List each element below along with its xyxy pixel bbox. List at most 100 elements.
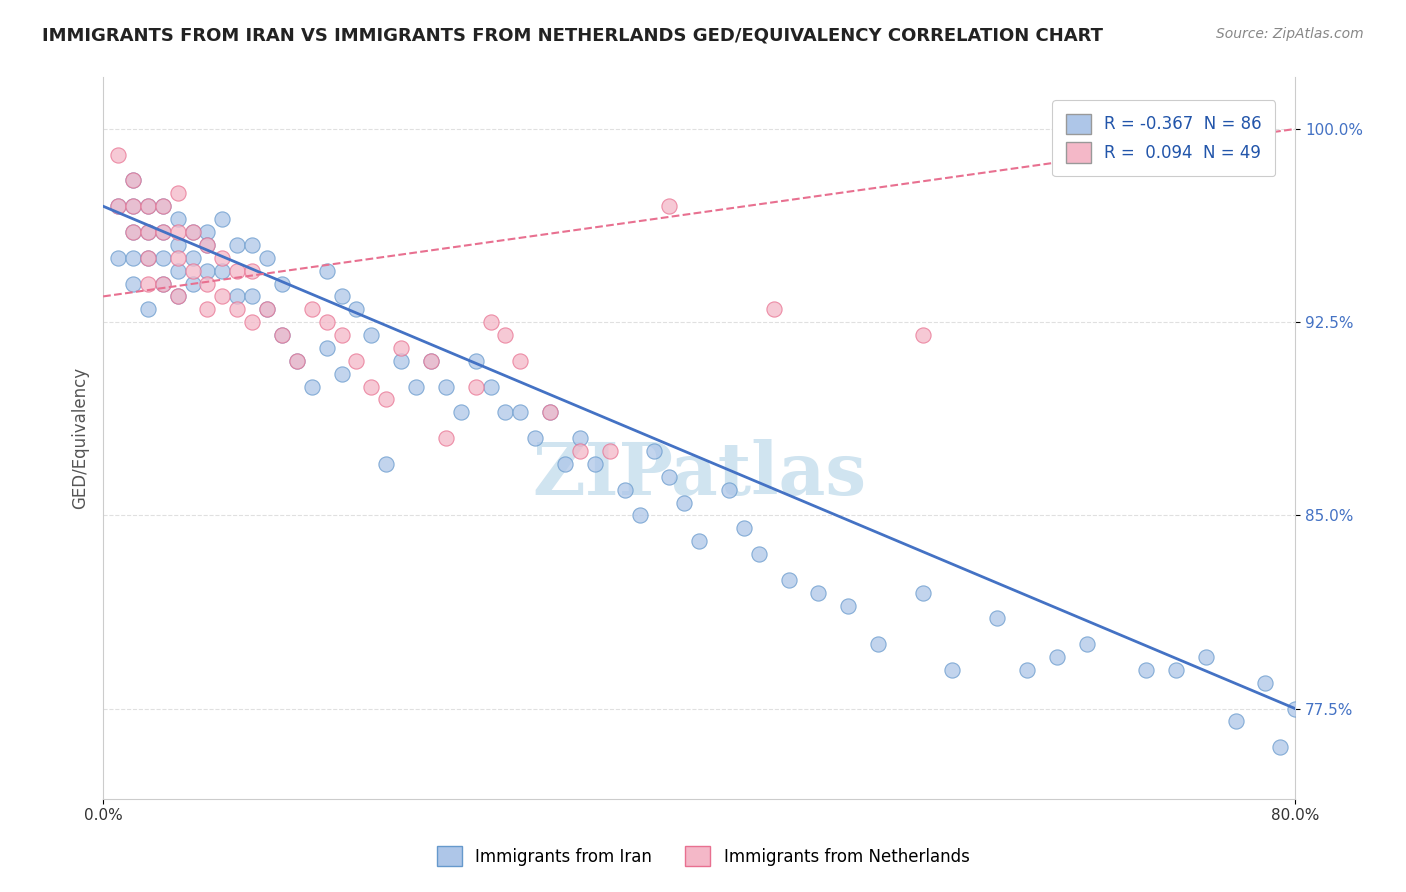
Point [673,495,696,509]
Point [658,469,681,483]
Point [1195,650,1218,665]
Point [197,238,219,252]
Point [240,238,263,252]
Point [271,277,294,291]
Point [494,405,516,419]
Point [346,354,368,368]
Point [136,302,159,317]
Point [226,302,249,317]
Point [733,521,755,535]
Point [166,289,188,303]
Point [136,225,159,239]
Point [389,341,412,355]
Point [419,354,441,368]
Point [136,251,159,265]
Point [479,315,502,329]
Point [152,251,174,265]
Point [211,251,233,265]
Point [509,354,531,368]
Point [389,354,412,368]
Point [464,379,486,393]
Point [152,199,174,213]
Point [524,431,547,445]
Point [1299,727,1322,741]
Point [837,599,859,613]
Point [181,277,204,291]
Point [122,225,145,239]
Point [986,611,1008,625]
Point [479,379,502,393]
Point [762,302,785,317]
Point [599,444,621,458]
Point [226,263,249,277]
Point [197,302,219,317]
Point [643,444,665,458]
Point [315,315,337,329]
Point [941,663,963,677]
Point [375,457,398,471]
Point [1015,663,1038,677]
Point [152,277,174,291]
Point [583,457,606,471]
Point [628,508,651,523]
Point [211,263,233,277]
Point [405,379,427,393]
Point [688,534,710,549]
Point [136,251,159,265]
Point [778,573,800,587]
Point [330,328,353,343]
Point [226,238,249,252]
Point [122,225,145,239]
Point [152,225,174,239]
Point [197,263,219,277]
Point [181,263,204,277]
Point [136,277,159,291]
Text: Source: ZipAtlas.com: Source: ZipAtlas.com [1216,27,1364,41]
Point [240,263,263,277]
Point [166,289,188,303]
Point [568,431,591,445]
Point [330,289,353,303]
Point [166,263,188,277]
Point [375,392,398,407]
Point [152,225,174,239]
Point [1270,740,1292,755]
Point [346,302,368,317]
Point [911,328,934,343]
Point [181,225,204,239]
Point [285,354,308,368]
Point [1254,676,1277,690]
Point [197,225,219,239]
Point [256,251,278,265]
Point [136,199,159,213]
Point [166,225,188,239]
Text: IMMIGRANTS FROM IRAN VS IMMIGRANTS FROM NETHERLANDS GED/EQUIVALENCY CORRELATION : IMMIGRANTS FROM IRAN VS IMMIGRANTS FROM … [42,27,1104,45]
Point [122,173,145,187]
Point [166,186,188,201]
Point [360,328,382,343]
Point [911,585,934,599]
Point [107,251,129,265]
Point [211,289,233,303]
Point [166,238,188,252]
Point [538,405,561,419]
Point [568,444,591,458]
Point [494,328,516,343]
Point [434,379,457,393]
Point [271,328,294,343]
Point [330,367,353,381]
Point [152,199,174,213]
Point [554,457,576,471]
Point [166,212,188,227]
Point [122,199,145,213]
Point [211,212,233,227]
Point [538,405,561,419]
Point [122,199,145,213]
Point [1313,753,1336,767]
Point [136,199,159,213]
Point [509,405,531,419]
Point [1164,663,1187,677]
Point [450,405,472,419]
Point [107,199,129,213]
Point [658,199,681,213]
